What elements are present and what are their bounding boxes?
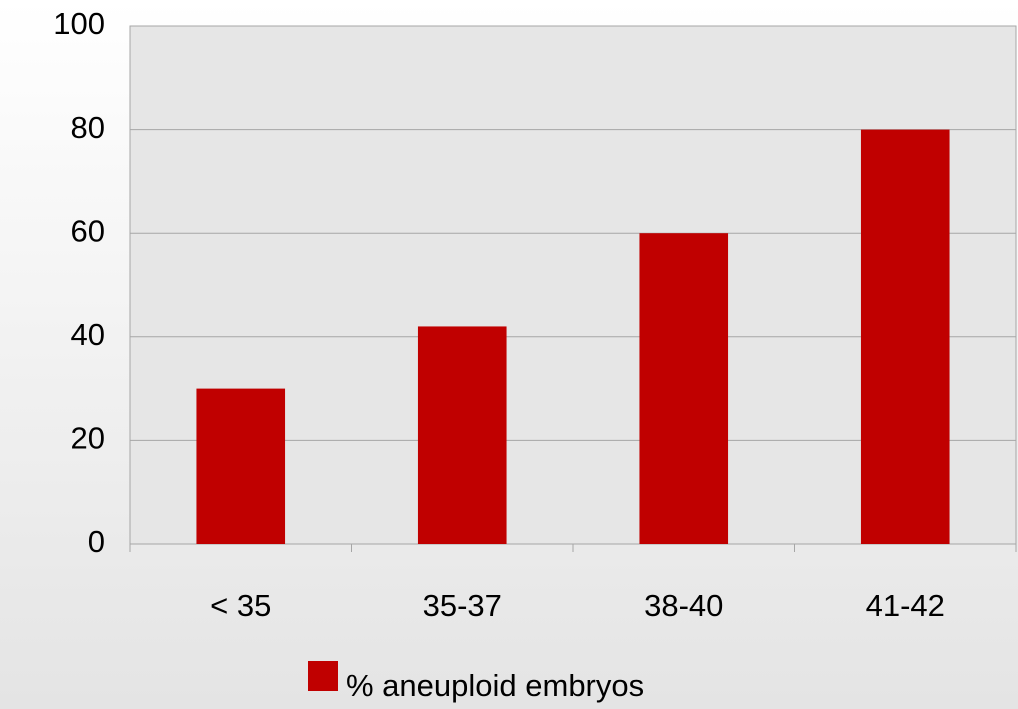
bar [196,388,286,544]
x-tick-label: < 35 [210,588,271,623]
y-tick-label: 0 [88,524,105,559]
x-tick-label: 35-37 [423,588,502,623]
bar [639,233,729,544]
legend-label: % aneuploid embryos [346,668,644,703]
bar [860,129,950,544]
y-tick-label: 60 [71,213,105,248]
y-tick-label: 20 [71,421,105,456]
x-tick-label: 41-42 [866,588,945,623]
legend-swatch [308,661,338,691]
y-tick-label: 100 [53,6,105,41]
y-tick-label: 80 [71,110,105,145]
y-tick-label: 40 [71,317,105,352]
bar [417,326,507,544]
x-tick-label: 38-40 [644,588,723,623]
